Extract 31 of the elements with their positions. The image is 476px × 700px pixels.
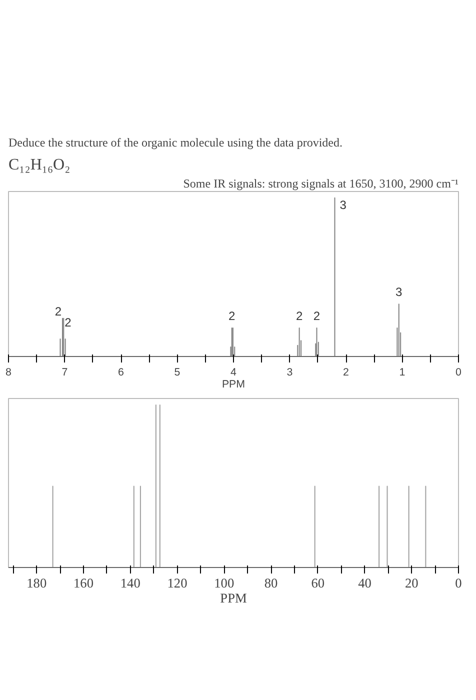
annotation: 3 <box>396 285 403 300</box>
x-tick-label: 140 <box>120 576 141 590</box>
x-tick-label: 7 <box>62 366 68 378</box>
x-tick-label: 4 <box>230 366 237 378</box>
x-tick-label: 6 <box>118 366 124 378</box>
annotation: 2 <box>296 308 303 323</box>
x-tick-label: 80 <box>264 576 278 590</box>
x-tick-label: 0 <box>456 366 462 378</box>
x-tick-label: 60 <box>311 576 325 590</box>
x-tick-label: 120 <box>167 576 188 590</box>
x-tick-label: 2 <box>343 366 350 378</box>
x-tick-label: 3 <box>286 366 293 378</box>
chart-title: Deduce the structure of the organic molecule using the data provided. <box>8 136 342 150</box>
x-tick-label: 100 <box>214 576 234 590</box>
x-tick-label: 40 <box>358 576 372 590</box>
x-axis-title: PPM <box>220 590 247 606</box>
annotation: 3 <box>340 198 347 212</box>
x-tick-label: 0 <box>455 576 462 590</box>
x-tick-label: 5 <box>174 366 180 378</box>
x-tick-label: 1 <box>399 366 406 378</box>
chart-subtitle: C₁₂H₁₆O₂ <box>8 156 70 174</box>
annotation: 2 <box>228 308 236 323</box>
x-axis-title: PPM <box>222 378 246 390</box>
x-tick-label: 180 <box>26 576 47 590</box>
x-tick-label: 8 <box>6 366 12 378</box>
x-tick-label: 20 <box>404 576 419 590</box>
annotation: 2 <box>64 315 72 330</box>
annotation: 2 <box>54 304 62 318</box>
x-tick-label: 160 <box>74 576 94 590</box>
text: Some IR signals: strong signals at 1650, 3100, 2900 cm⁻¹ <box>183 176 459 190</box>
annotation: 2 <box>313 308 320 323</box>
